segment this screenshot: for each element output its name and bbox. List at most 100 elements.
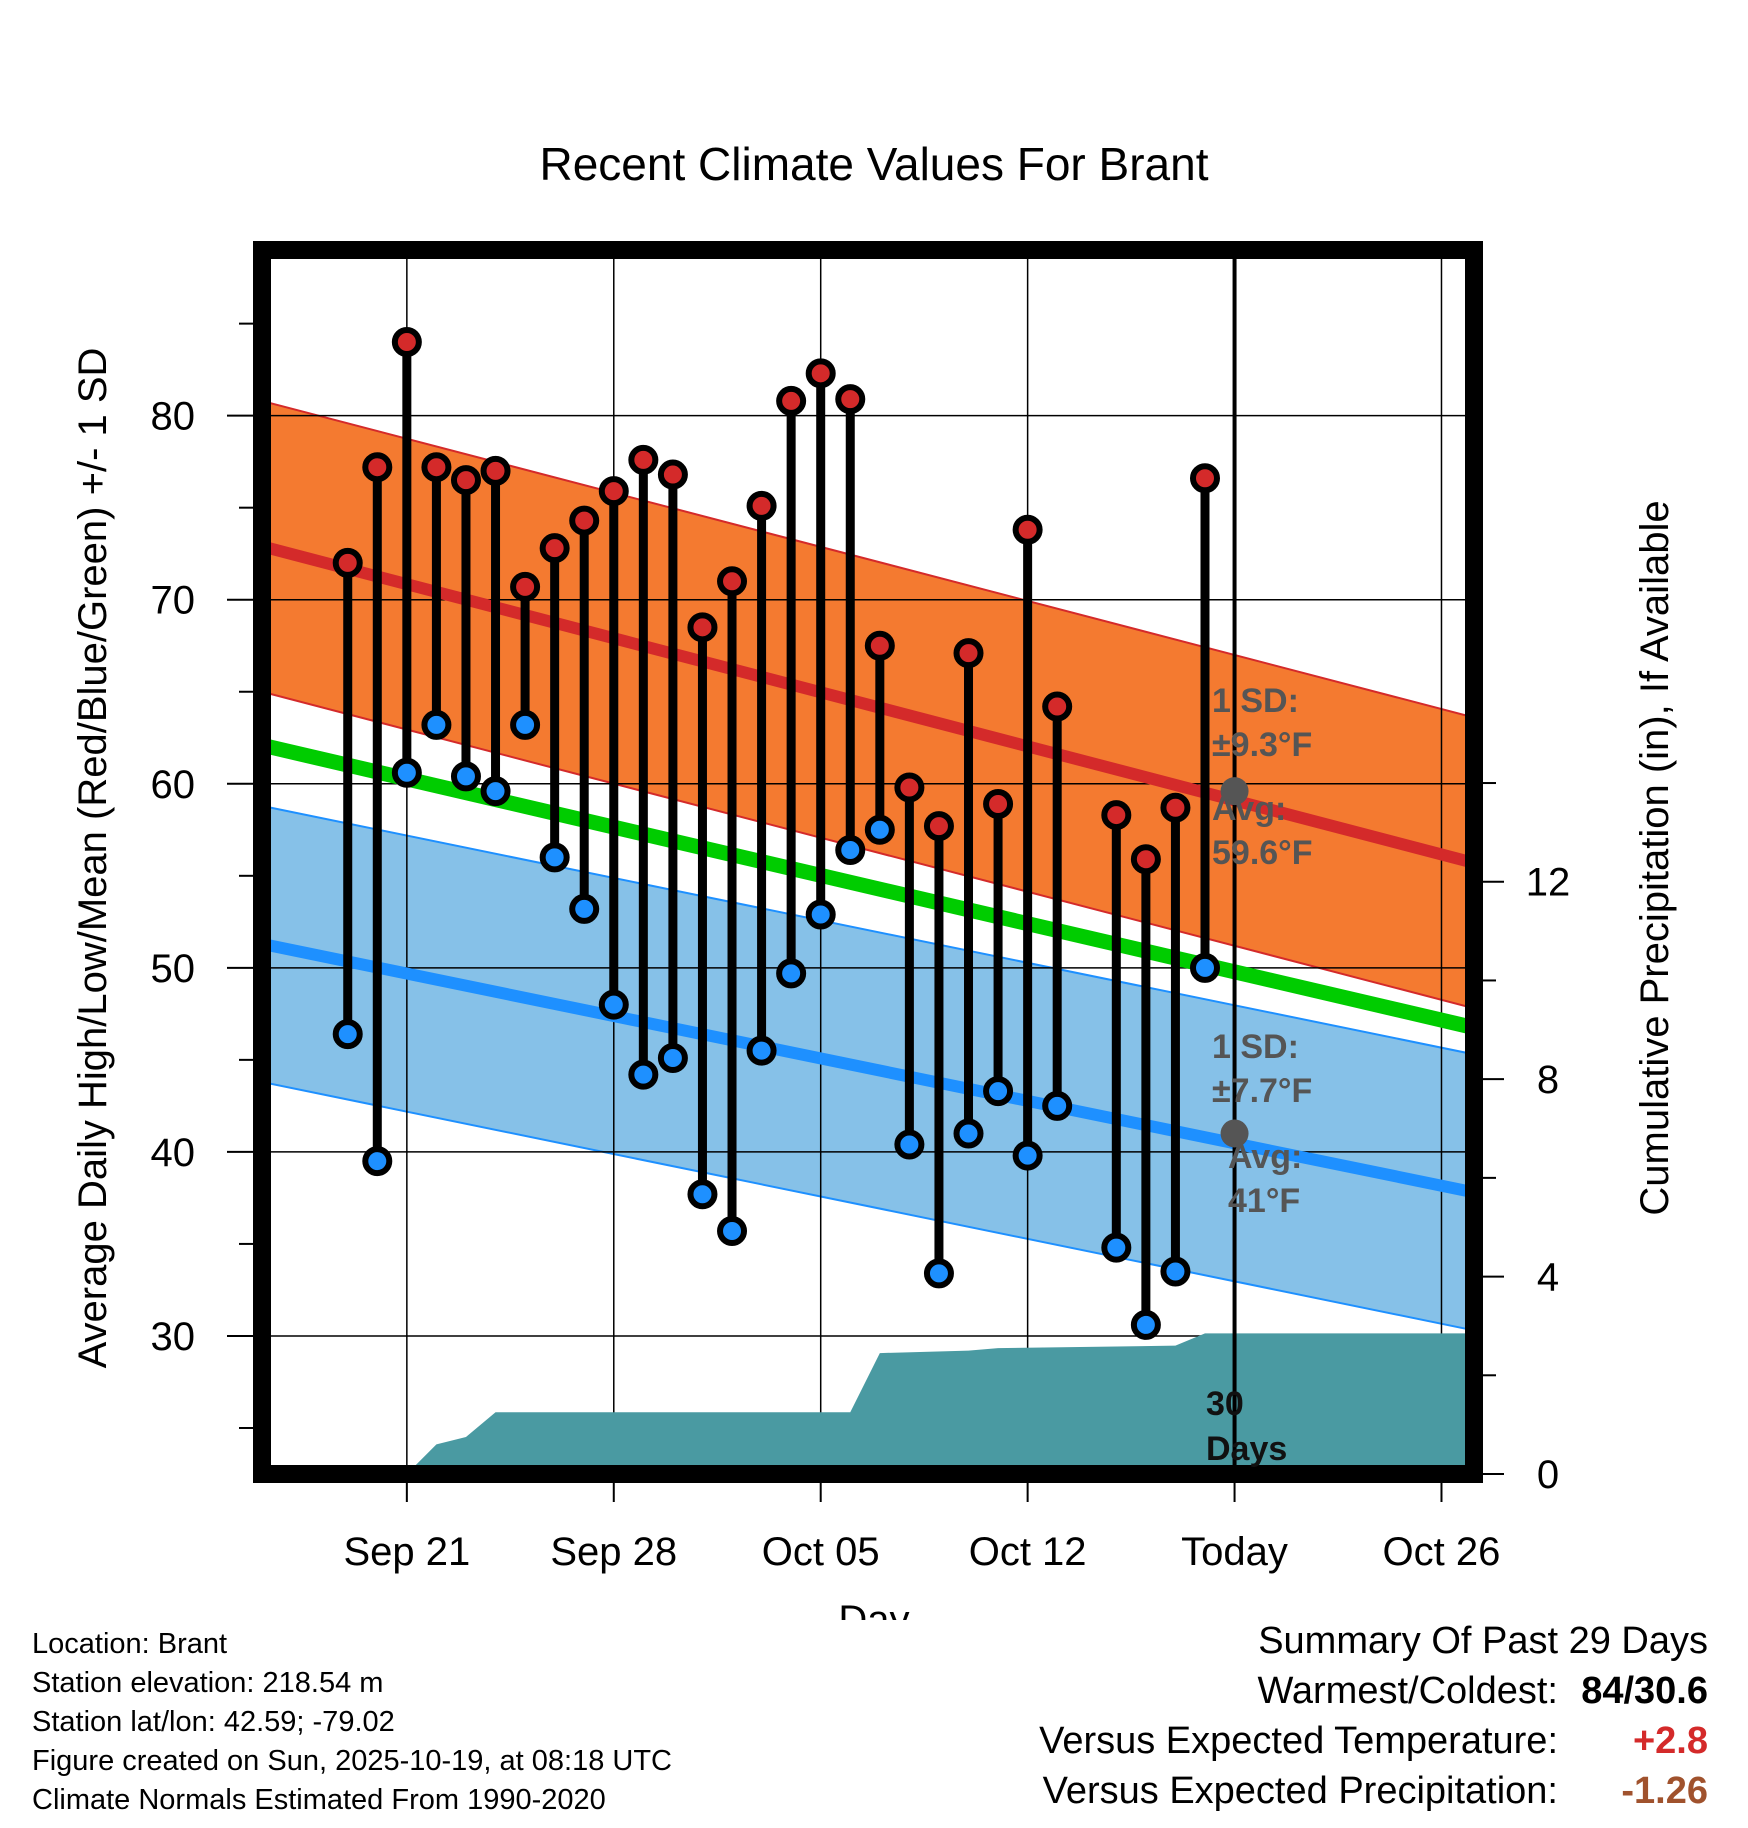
- daily-low-point: [1160, 1256, 1191, 1287]
- annotations: [1220, 777, 1249, 1148]
- window-days-number: 30: [1206, 1385, 1244, 1423]
- chart-title: Recent Climate Values For Brant: [540, 138, 1209, 190]
- daily-low-point: [687, 1179, 718, 1210]
- daily-high-point: [687, 612, 718, 643]
- daily-high-point: [923, 811, 954, 842]
- elevation-text: Station elevation: 218.54 m: [32, 1667, 384, 1699]
- summary-panel: Summary Of Past 29 Days Warmest/Coldest:…: [1039, 1620, 1708, 1820]
- x-tick-label: Oct 12: [969, 1530, 1087, 1574]
- high-sd-value: ±9.3°F: [1212, 726, 1312, 764]
- plot-border: [253, 241, 1483, 1483]
- location-text: Location: Brant: [32, 1628, 228, 1660]
- summary-heading: Summary Of Past 29 Days: [1258, 1620, 1708, 1662]
- daily-high-point: [480, 455, 511, 486]
- daily-low-point: [421, 709, 452, 740]
- y-tick-label: 70: [151, 579, 196, 623]
- daily-high-point: [450, 465, 481, 496]
- x-tick-label: Oct 05: [762, 1530, 880, 1574]
- daily-low-point: [894, 1129, 925, 1160]
- daily-low-point: [362, 1146, 393, 1177]
- warmest-coldest-value: 84/30.6: [1581, 1670, 1708, 1712]
- daily-low-point: [1130, 1309, 1161, 1340]
- y-tick-label: 40: [151, 1131, 196, 1175]
- daily-high-point: [510, 571, 541, 602]
- daily-low-point: [628, 1059, 659, 1090]
- high-avg-value: 59.6°F: [1212, 834, 1313, 872]
- daily-low-point: [1101, 1232, 1132, 1263]
- y-tick-label: 80: [151, 395, 196, 439]
- axis-ticks: Sep 21 Sep 28 Oct 05 Oct 12 Today Oct 2630405…: [151, 322, 1571, 1574]
- climate-chart: Sep 21 Sep 28 Oct 05 Oct 12 Today Oct 2630405…: [71, 138, 1677, 1620]
- daily-low-point: [953, 1118, 984, 1149]
- daily-low-point: [480, 776, 511, 807]
- daily-low-point: [510, 709, 541, 740]
- daily-low-point: [835, 835, 866, 866]
- daily-high-point: [1160, 792, 1191, 823]
- daily-high-point: [1042, 691, 1073, 722]
- high-avg-label: Avg:: [1212, 790, 1286, 828]
- daily-low-point: [776, 958, 807, 989]
- daily-high-point: [332, 547, 363, 578]
- low-sd-value: ±7.7°F: [1212, 1072, 1312, 1110]
- daily-low-point: [539, 842, 570, 873]
- daily-high-point: [657, 459, 688, 490]
- y-tick-label: 30: [151, 1315, 196, 1359]
- daily-low-point: [923, 1258, 954, 1289]
- normal-low-line: [260, 938, 1476, 1199]
- y-axis-title: Average Daily High/Low/Mean (Red/Blue/Gr…: [71, 348, 115, 1369]
- y-tick-label: 60: [151, 763, 196, 807]
- daily-high-point: [776, 385, 807, 416]
- y2-tick-label: 4: [1537, 1256, 1559, 1300]
- daily-high-point: [628, 444, 659, 475]
- normal-mean-line: [260, 737, 1476, 1035]
- precip-area: [262, 1333, 1474, 1474]
- daily-high-point: [1012, 514, 1043, 545]
- low-avg-value: 41°F: [1228, 1182, 1300, 1220]
- daily-high-point: [805, 358, 836, 389]
- daily-low-point: [1042, 1090, 1073, 1121]
- x-tick-label: Oct 26: [1383, 1530, 1501, 1574]
- x-axis-title: Day: [838, 1598, 909, 1620]
- daily-high-point: [539, 533, 570, 564]
- daily-low-point: [657, 1043, 688, 1074]
- daily-low-point: [569, 893, 600, 924]
- station-info: Location: Brant Station elevation: 218.5…: [32, 1625, 672, 1820]
- daily-low-point: [391, 757, 422, 788]
- daily-range-bars: [332, 327, 1220, 1340]
- warmest-coldest-label: Warmest/Coldest:: [1257, 1670, 1558, 1712]
- x-tick-label: Sep 21: [343, 1530, 470, 1574]
- precip-departure-label: Versus Expected Precipitation:: [1042, 1770, 1558, 1812]
- daily-low-point: [450, 761, 481, 792]
- window-days-unit: Days: [1206, 1430, 1287, 1468]
- y2-tick-label: 12: [1526, 861, 1571, 905]
- daily-low-point: [864, 814, 895, 845]
- daily-high-point: [598, 476, 629, 507]
- daily-high-point: [1189, 463, 1220, 494]
- daily-low-point: [983, 1076, 1014, 1107]
- plot-frame: [253, 241, 1483, 1483]
- precipitation-area: [262, 1333, 1474, 1474]
- daily-low-point: [1012, 1140, 1043, 1171]
- daily-low-point: [746, 1035, 777, 1066]
- daily-low-point: [805, 899, 836, 930]
- x-tick-label: Sep 28: [550, 1530, 677, 1574]
- precip-departure-value: -1.26: [1621, 1770, 1708, 1812]
- temp-departure-label: Versus Expected Temperature:: [1039, 1720, 1558, 1762]
- x-tick-label: Today: [1181, 1530, 1288, 1574]
- daily-low-point: [332, 1019, 363, 1050]
- daily-high-point: [746, 490, 777, 521]
- daily-high-point: [717, 566, 748, 597]
- y2-tick-label: 8: [1537, 1058, 1559, 1102]
- daily-low-point: [1189, 952, 1220, 983]
- daily-high-point: [953, 638, 984, 669]
- temp-departure-value: +2.8: [1632, 1720, 1708, 1762]
- y2-tick-label: 0: [1537, 1453, 1559, 1497]
- created-text: Figure created on Sun, 2025-10-19, at 08…: [32, 1745, 672, 1777]
- daily-high-point: [983, 789, 1014, 820]
- daily-high-point: [569, 505, 600, 536]
- y-tick-label: 50: [151, 947, 196, 991]
- daily-low-point: [717, 1216, 748, 1247]
- low-avg-marker: [1220, 1119, 1249, 1148]
- high-sd-label: 1 SD:: [1212, 682, 1299, 720]
- daily-low-point: [598, 989, 629, 1020]
